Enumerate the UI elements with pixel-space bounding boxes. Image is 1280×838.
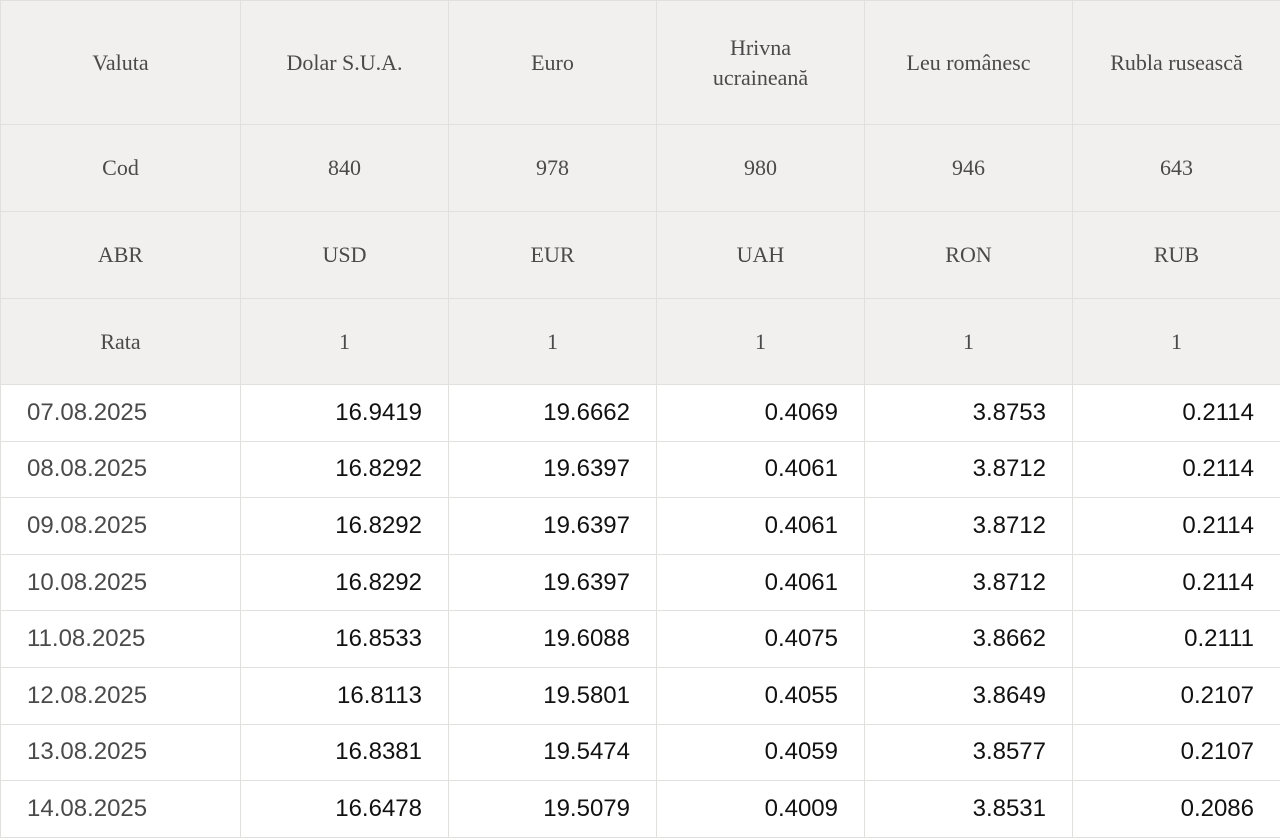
table-row: 14.08.2025 16.6478 19.5079 0.4009 3.8531… — [0, 780, 1280, 838]
currency-name-rub: Rubla rusească — [1072, 0, 1280, 125]
currency-abbr-ron: RON — [864, 211, 1073, 299]
currency-code-eur: 978 — [448, 124, 657, 212]
currency-code-usd: 840 — [240, 124, 449, 212]
rate-uah: 0.4009 — [656, 780, 865, 838]
rate-ron: 3.8649 — [864, 666, 1073, 725]
rate-rub: 0.2114 — [1072, 497, 1280, 555]
rate-usd: 16.8533 — [240, 610, 449, 668]
currency-code-uah: 980 — [656, 124, 865, 212]
rate-rub: 0.2114 — [1072, 553, 1280, 612]
rate-usd: 16.8113 — [240, 666, 449, 725]
rate-uah: 0.4075 — [656, 610, 865, 668]
rate-usd: 16.8292 — [240, 497, 449, 555]
table-row: 12.08.2025 16.8113 19.5801 0.4055 3.8649… — [0, 666, 1280, 725]
rate-uah: 0.4069 — [656, 384, 865, 442]
rate-rub: 0.2114 — [1072, 440, 1280, 499]
rate-eur: 19.6397 — [448, 440, 657, 499]
currency-abbr-eur: EUR — [448, 211, 657, 299]
rate-ron: 3.8577 — [864, 723, 1073, 782]
rate-usd: 16.8381 — [240, 723, 449, 782]
currency-name-ron: Leu românesc — [864, 0, 1073, 125]
rate-rub: 0.2086 — [1072, 780, 1280, 838]
rate-usd: 16.8292 — [240, 553, 449, 612]
currency-code-row: Cod 840 978 980 946 643 — [0, 124, 1280, 212]
row-date: 10.08.2025 — [0, 553, 241, 612]
rate-rub: 0.2114 — [1072, 384, 1280, 442]
rate-uah: 0.4061 — [656, 553, 865, 612]
rate-usd: 16.9419 — [240, 384, 449, 442]
row-date: 14.08.2025 — [0, 780, 241, 838]
currency-code-rub: 643 — [1072, 124, 1280, 212]
table-row: 11.08.2025 16.8533 19.6088 0.4075 3.8662… — [0, 610, 1280, 668]
currency-name-eur: Euro — [448, 0, 657, 125]
currency-abbr-uah: UAH — [656, 211, 865, 299]
rate-unit-rub: 1 — [1072, 298, 1280, 385]
table-row: 08.08.2025 16.8292 19.6397 0.4061 3.8712… — [0, 440, 1280, 499]
header-label-cod: Cod — [0, 124, 241, 212]
rate-uah: 0.4061 — [656, 440, 865, 499]
rate-ron: 3.8531 — [864, 780, 1073, 838]
rate-rub: 0.2107 — [1072, 666, 1280, 725]
row-date: 13.08.2025 — [0, 723, 241, 782]
currency-abbr-row: ABR USD EUR UAH RON RUB — [0, 211, 1280, 299]
row-date: 08.08.2025 — [0, 440, 241, 499]
rate-rub: 0.2111 — [1072, 610, 1280, 668]
rate-ron: 3.8712 — [864, 497, 1073, 555]
currency-name-usd: Dolar S.U.A. — [240, 0, 449, 125]
rate-eur: 19.5474 — [448, 723, 657, 782]
currency-abbr-usd: USD — [240, 211, 449, 299]
rate-usd: 16.8292 — [240, 440, 449, 499]
currency-name-uah: Hrivna ucraineană — [656, 0, 865, 125]
table-row: 10.08.2025 16.8292 19.6397 0.4061 3.8712… — [0, 553, 1280, 612]
table-row: 09.08.2025 16.8292 19.6397 0.4061 3.8712… — [0, 497, 1280, 555]
rate-unit-eur: 1 — [448, 298, 657, 385]
row-date: 11.08.2025 — [0, 610, 241, 668]
rate-ron: 3.8753 — [864, 384, 1073, 442]
rates-table-body: 07.08.2025 16.9419 19.6662 0.4069 3.8753… — [0, 384, 1280, 838]
rate-rub: 0.2107 — [1072, 723, 1280, 782]
rate-unit-uah: 1 — [656, 298, 865, 385]
row-date: 07.08.2025 — [0, 384, 241, 442]
rate-uah: 0.4061 — [656, 497, 865, 555]
rate-eur: 19.6662 — [448, 384, 657, 442]
currency-code-ron: 946 — [864, 124, 1073, 212]
currency-abbr-rub: RUB — [1072, 211, 1280, 299]
table-row: 07.08.2025 16.9419 19.6662 0.4069 3.8753… — [0, 384, 1280, 442]
rate-ron: 3.8662 — [864, 610, 1073, 668]
currency-rate-unit-row: Rata 1 1 1 1 1 — [0, 298, 1280, 385]
table-row: 13.08.2025 16.8381 19.5474 0.4059 3.8577… — [0, 723, 1280, 782]
rate-eur: 19.5801 — [448, 666, 657, 725]
rate-unit-ron: 1 — [864, 298, 1073, 385]
row-date: 12.08.2025 — [0, 666, 241, 725]
row-date: 09.08.2025 — [0, 497, 241, 555]
rate-eur: 19.6397 — [448, 553, 657, 612]
header-label-abr: ABR — [0, 211, 241, 299]
rate-eur: 19.6088 — [448, 610, 657, 668]
header-label-rata: Rata — [0, 298, 241, 385]
rate-ron: 3.8712 — [864, 553, 1073, 612]
currency-name-header-row: Valuta Dolar S.U.A. Euro Hrivna ucrainea… — [0, 0, 1280, 125]
rate-eur: 19.5079 — [448, 780, 657, 838]
rate-ron: 3.8712 — [864, 440, 1073, 499]
rate-uah: 0.4059 — [656, 723, 865, 782]
header-label-valuta: Valuta — [0, 0, 241, 125]
rate-unit-usd: 1 — [240, 298, 449, 385]
rate-uah: 0.4055 — [656, 666, 865, 725]
rate-usd: 16.6478 — [240, 780, 449, 838]
rate-eur: 19.6397 — [448, 497, 657, 555]
